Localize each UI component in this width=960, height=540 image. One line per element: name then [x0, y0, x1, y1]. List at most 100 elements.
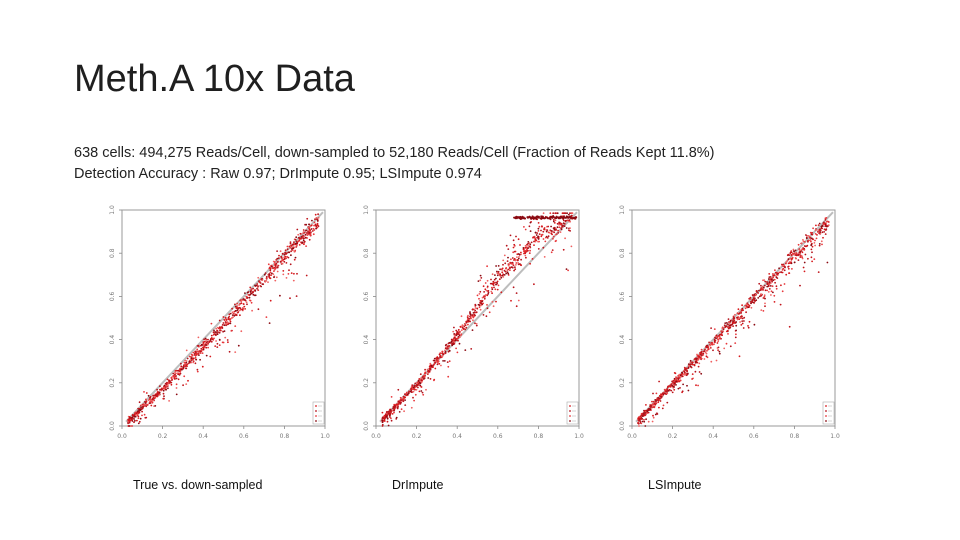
data-point: [275, 276, 278, 279]
data-point: [491, 282, 494, 285]
data-point: [511, 262, 514, 265]
data-point: [566, 219, 569, 222]
data-point: [484, 282, 487, 284]
data-point: [641, 420, 644, 423]
data-point: [457, 333, 460, 335]
data-point: [820, 225, 823, 228]
data-point: [386, 417, 389, 420]
data-point: [658, 395, 661, 397]
data-point: [493, 286, 495, 289]
data-point: [566, 212, 568, 215]
data-point: [154, 405, 157, 407]
data-point: [510, 258, 512, 261]
data-point: [237, 344, 240, 347]
data-point: [743, 320, 745, 322]
data-point: [779, 303, 782, 306]
data-point: [293, 241, 295, 243]
data-point: [749, 298, 752, 300]
data-point: [417, 379, 420, 382]
data-point: [425, 388, 427, 391]
data-point: [302, 229, 305, 231]
data-point: [272, 273, 275, 275]
data-point: [192, 358, 194, 361]
data-point: [184, 359, 187, 362]
data-point: [542, 216, 545, 219]
legend-box: [312, 401, 325, 425]
data-point: [413, 399, 415, 402]
data-point: [465, 321, 468, 324]
data-point: [481, 300, 483, 303]
data-point: [137, 407, 139, 410]
data-point: [491, 286, 493, 289]
data-point: [240, 302, 243, 305]
data-point: [515, 235, 517, 238]
data-point: [537, 248, 540, 250]
data-point: [486, 279, 489, 282]
data-point: [767, 291, 770, 293]
plot-frame: [375, 209, 580, 427]
data-point: [297, 233, 300, 236]
data-point: [747, 306, 750, 309]
data-point: [681, 391, 683, 394]
data-point: [283, 260, 286, 263]
data-point: [419, 384, 422, 387]
data-point: [826, 225, 828, 228]
data-point: [291, 247, 293, 250]
data-point: [667, 385, 670, 387]
data-point: [206, 341, 209, 343]
data-point: [308, 223, 310, 226]
data-point: [163, 395, 165, 398]
data-point: [194, 350, 197, 353]
data-point: [184, 365, 186, 367]
data-point: [501, 274, 504, 277]
data-point: [540, 235, 543, 238]
data-point: [465, 326, 468, 329]
data-point: [747, 303, 750, 306]
data-point: [517, 253, 520, 255]
data-point: [285, 257, 287, 260]
data-point: [142, 403, 145, 406]
data-point: [781, 271, 784, 274]
data-point: [570, 245, 573, 248]
data-point: [502, 276, 505, 278]
data-point: [244, 308, 247, 310]
data-point: [569, 220, 571, 223]
data-point: [671, 380, 673, 383]
data-point: [654, 399, 657, 401]
legend-marker: [315, 405, 317, 407]
data-point: [282, 270, 285, 272]
data-point: [452, 342, 454, 345]
data-point: [537, 236, 540, 239]
data-point: [221, 326, 224, 329]
data-point: [218, 344, 221, 346]
data-point: [179, 367, 182, 370]
data-point: [496, 282, 498, 285]
data-point: [529, 230, 532, 232]
data-point: [745, 303, 748, 306]
data-point: [397, 400, 400, 403]
data-point: [225, 324, 228, 327]
data-point: [795, 254, 798, 257]
data-point: [138, 409, 140, 411]
data-point: [308, 238, 311, 241]
data-point: [547, 231, 550, 234]
data-point: [542, 230, 545, 233]
data-point: [709, 347, 712, 349]
data-point: [821, 243, 823, 246]
data-point: [766, 289, 768, 292]
data-point: [456, 331, 458, 333]
data-point: [554, 219, 557, 222]
data-point: [457, 335, 460, 338]
data-point: [185, 360, 188, 362]
data-point: [256, 283, 259, 285]
data-point: [159, 388, 161, 391]
data-point: [770, 278, 773, 281]
data-point: [233, 310, 236, 313]
data-point: [293, 242, 295, 245]
data-point: [169, 381, 172, 383]
data-point: [773, 278, 776, 281]
data-point: [457, 337, 459, 340]
data-point: [150, 404, 153, 407]
data-point: [562, 222, 565, 224]
data-point: [469, 313, 472, 316]
